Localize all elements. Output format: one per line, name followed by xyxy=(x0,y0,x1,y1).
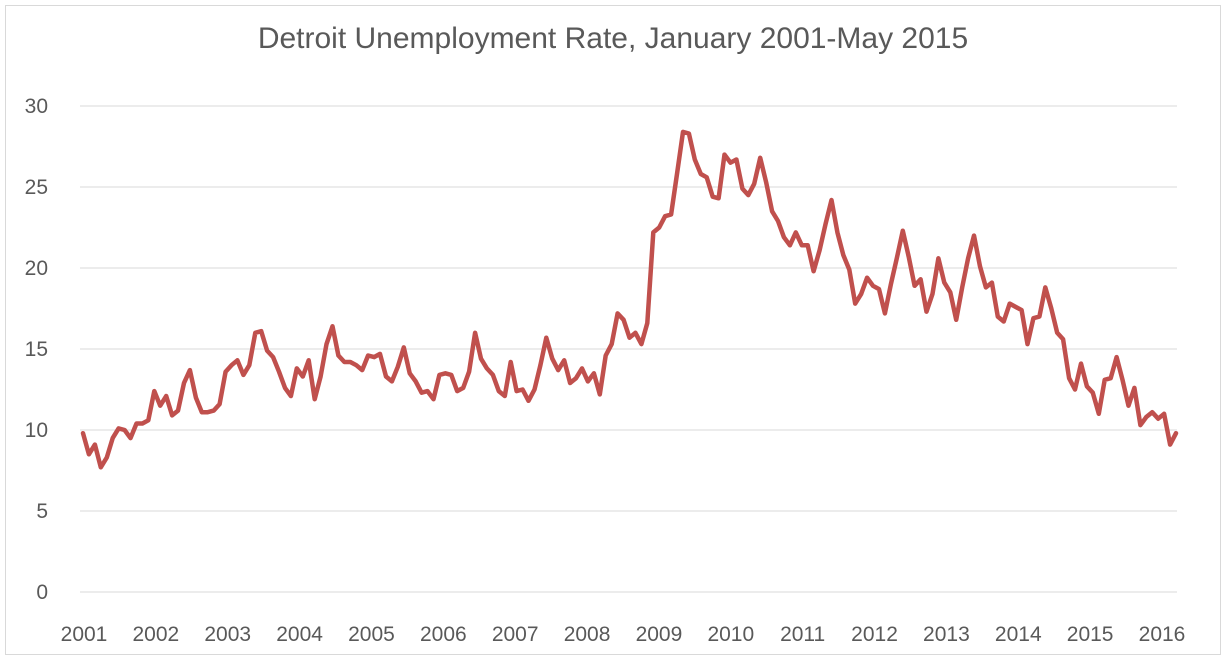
chart-title: Detroit Unemployment Rate, January 2001-… xyxy=(257,22,969,55)
x-tick-label: 2011 xyxy=(780,623,825,646)
x-tick-label: 2016 xyxy=(1139,623,1186,646)
y-tick-label: 10 xyxy=(25,419,48,442)
y-tick-label: 20 xyxy=(25,257,48,280)
x-tick-label: 2010 xyxy=(707,623,754,646)
series-line xyxy=(80,129,1179,470)
x-tick-label: 2013 xyxy=(923,623,970,646)
x-tick-label: 2014 xyxy=(995,623,1042,646)
x-tick-label: 2009 xyxy=(636,623,683,646)
x-tick-label: 2015 xyxy=(1067,623,1114,646)
x-tick-label: 2002 xyxy=(133,623,180,646)
x-tick-label: 2007 xyxy=(492,623,539,646)
x-axis-labels: 2001 2002 2003 2004 2005 2006 2007 2008 2009 2010… xyxy=(61,623,1186,646)
y-tick-label: 5 xyxy=(36,500,48,523)
x-tick-label: 2003 xyxy=(204,623,251,646)
y-tick-label: 15 xyxy=(25,338,48,361)
y-tick-label: 25 xyxy=(25,176,48,199)
gridlines xyxy=(80,105,1177,593)
y-tick-label: 30 xyxy=(25,95,48,118)
plot-area xyxy=(80,129,1179,470)
x-tick-label: 2004 xyxy=(276,623,323,646)
x-tick-label: 2001 xyxy=(61,623,108,646)
x-tick-label: 2006 xyxy=(420,623,467,646)
y-axis-labels: 0 5 10 15 20 25 30 xyxy=(25,95,48,604)
x-tick-label: 2012 xyxy=(851,623,898,646)
y-tick-label: 0 xyxy=(36,581,48,604)
x-tick-label: 2005 xyxy=(348,623,395,646)
x-tick-label: 2008 xyxy=(564,623,611,646)
